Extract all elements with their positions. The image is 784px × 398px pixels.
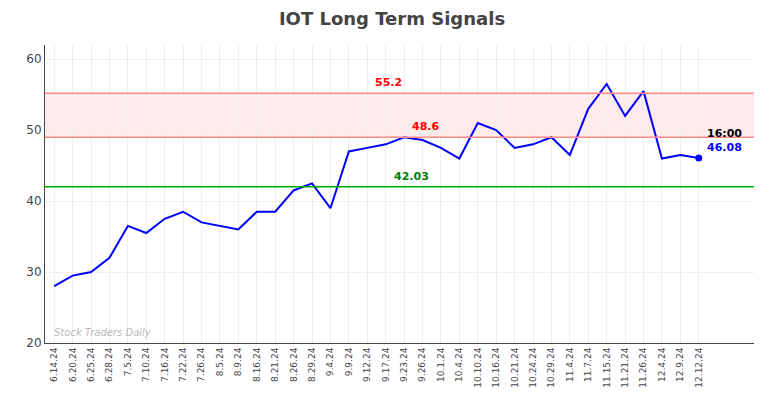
svg-text:60: 60: [26, 52, 41, 66]
svg-text:Stock Traders Daily: Stock Traders Daily: [54, 327, 152, 338]
svg-text:9.26.24: 9.26.24: [417, 347, 427, 382]
svg-text:9.9.24: 9.9.24: [344, 347, 354, 376]
svg-text:12.12.24: 12.12.24: [694, 347, 704, 387]
svg-text:55.2: 55.2: [375, 76, 402, 89]
svg-text:6.25.24: 6.25.24: [86, 347, 96, 382]
svg-text:7.22.24: 7.22.24: [178, 347, 188, 382]
svg-text:6.28.24: 6.28.24: [104, 347, 114, 382]
svg-text:8.5.24: 8.5.24: [215, 347, 225, 376]
svg-text:10.4.24: 10.4.24: [454, 347, 464, 382]
svg-text:11.15.24: 11.15.24: [602, 347, 612, 387]
svg-text:8.9.24: 8.9.24: [233, 347, 243, 376]
svg-text:40: 40: [26, 194, 41, 208]
svg-text:11.21.24: 11.21.24: [620, 347, 630, 387]
svg-text:46.08: 46.08: [707, 141, 742, 154]
svg-text:12.4.24: 12.4.24: [657, 347, 667, 382]
svg-text:7.5.24: 7.5.24: [123, 347, 133, 376]
svg-text:7.16.24: 7.16.24: [160, 347, 170, 382]
svg-text:10.10.24: 10.10.24: [473, 347, 483, 387]
svg-text:9.23.24: 9.23.24: [399, 347, 409, 382]
svg-text:10.29.24: 10.29.24: [546, 347, 556, 387]
svg-text:IOT Long Term Signals: IOT Long Term Signals: [279, 8, 505, 29]
svg-text:48.6: 48.6: [412, 120, 439, 133]
svg-text:11.7.24: 11.7.24: [583, 347, 593, 382]
svg-text:7.10.24: 7.10.24: [141, 347, 151, 382]
svg-text:10.21.24: 10.21.24: [510, 347, 520, 387]
svg-text:8.21.24: 8.21.24: [270, 347, 280, 382]
svg-text:11.4.24: 11.4.24: [565, 347, 575, 382]
svg-text:20: 20: [26, 336, 41, 350]
svg-text:10.24.24: 10.24.24: [528, 347, 538, 387]
svg-text:30: 30: [26, 265, 41, 279]
svg-text:6.14.24: 6.14.24: [49, 347, 59, 382]
svg-text:16:00: 16:00: [707, 127, 742, 140]
svg-text:8.26.24: 8.26.24: [289, 347, 299, 382]
svg-text:10.1.24: 10.1.24: [436, 347, 446, 382]
svg-text:7.26.24: 7.26.24: [196, 347, 206, 382]
svg-text:9.12.24: 9.12.24: [362, 347, 372, 382]
svg-text:9.17.24: 9.17.24: [381, 347, 391, 382]
svg-text:8.16.24: 8.16.24: [252, 347, 262, 382]
svg-text:12.9.24: 12.9.24: [675, 347, 685, 382]
svg-text:6.20.24: 6.20.24: [68, 347, 78, 382]
svg-text:10.16.24: 10.16.24: [491, 347, 501, 387]
svg-text:50: 50: [26, 123, 41, 137]
svg-text:9.4.24: 9.4.24: [325, 347, 335, 376]
svg-text:11.26.24: 11.26.24: [638, 347, 648, 387]
svg-text:42.03: 42.03: [394, 170, 429, 183]
svg-text:8.29.24: 8.29.24: [307, 347, 317, 382]
